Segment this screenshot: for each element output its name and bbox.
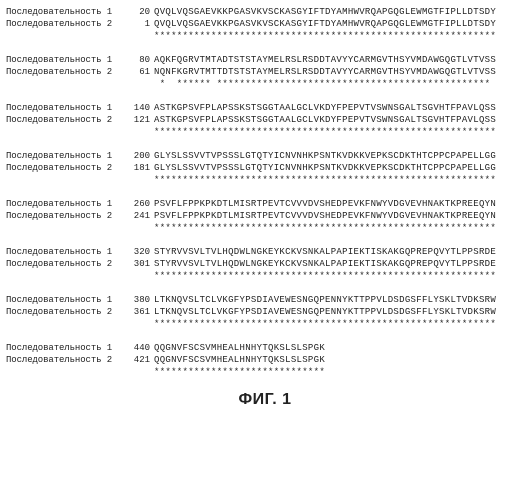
match-markers: ****************************************… bbox=[154, 320, 496, 329]
seq2-residues: LTKNQVSLTCLVKGFYPSDIAVEWESNGQPENNYKTTPPV… bbox=[154, 308, 496, 317]
match-row: ****************************************… bbox=[6, 272, 524, 284]
seq2-position: 421 bbox=[126, 356, 150, 365]
match-markers: ****************************************… bbox=[154, 176, 496, 185]
alignment-block: Последовательность 1320 STYRVVSVLTVLHQDWL… bbox=[6, 248, 524, 284]
alignment-block: Последовательность 1440 QQGNVFSCSVMHEALHN… bbox=[6, 344, 524, 380]
seq1-label: Последовательность 1 bbox=[6, 296, 126, 305]
seq2-label: Последовательность 2 bbox=[6, 20, 126, 29]
seq1-residues: LTKNQVSLTCLVKGFYPSDIAVEWESNGQPENNYKTTPPV… bbox=[154, 296, 496, 305]
seq1-residues: ASTKGPSVFPLAPSSKSTSGGTAALGCLVKDYFPEPVTVS… bbox=[154, 104, 496, 113]
seq2-residues: NQNFKGRVTMTTDTSTSTAYMELRSLRSDDTAVYYCARMG… bbox=[154, 68, 496, 77]
seq1-label: Последовательность 1 bbox=[6, 152, 126, 161]
seq2-label: Последовательность 2 bbox=[6, 212, 126, 221]
match-row: ****************************************… bbox=[6, 176, 524, 188]
seq2-position: 361 bbox=[126, 308, 150, 317]
seq1-position: 320 bbox=[126, 248, 150, 257]
match-markers: ****************************************… bbox=[154, 128, 496, 137]
seq2-residues: QVQLVQSGAEVKKPGASVKVSCKASGYIFTDYAMHWVRQA… bbox=[154, 20, 496, 29]
seq1-residues: STYRVVSVLTVLHQDWLNGKEYKCKVSNKALPAPIEKTIS… bbox=[154, 248, 496, 257]
seq2-position: 61 bbox=[126, 68, 150, 77]
seq2-label: Последовательность 2 bbox=[6, 164, 126, 173]
seq2-label: Последовательность 2 bbox=[6, 356, 126, 365]
match-row: ****************************************… bbox=[6, 320, 524, 332]
seq1-position: 20 bbox=[126, 8, 150, 17]
seq2-position: 241 bbox=[126, 212, 150, 221]
seq1-position: 80 bbox=[126, 56, 150, 65]
seq2-residues: STYRVVSVLTVLHQDWLNGKEYKCKVSNKALPAPIEKTIS… bbox=[154, 260, 496, 269]
match-markers: ****************************************… bbox=[154, 272, 496, 281]
match-markers: ****************************************… bbox=[154, 32, 496, 41]
seq1-label: Последовательность 1 bbox=[6, 200, 126, 209]
seq1-label: Последовательность 1 bbox=[6, 248, 126, 257]
seq2-position: 1 bbox=[126, 20, 150, 29]
seq1-position: 260 bbox=[126, 200, 150, 209]
seq2-residues: ASTKGPSVFPLAPSSKSTSGGTAALGCLVKDYFPEPVTVS… bbox=[154, 116, 496, 125]
seq2-position: 121 bbox=[126, 116, 150, 125]
alignment-block: Последовательность 1260 PSVFLFPPKPKDTLMIS… bbox=[6, 200, 524, 236]
seq2-residues: PSVFLFPPKPKDTLMISRTPEVTCVVVDVSHEDPEVKFNW… bbox=[154, 212, 496, 221]
seq2-residues: QQGNVFSCSVMHEALHNHYTQKSLSLSPGK bbox=[154, 356, 325, 365]
alignment-block: Последовательность 1140 ASTKGPSVFPLAPSSKS… bbox=[6, 104, 524, 140]
seq1-label: Последовательность 1 bbox=[6, 104, 126, 113]
match-row: * ****** *******************************… bbox=[6, 80, 524, 92]
match-markers: ****************************** bbox=[154, 368, 325, 377]
sequence-alignment: Последовательность 120QVQLVQSGAEVKKPGASV… bbox=[6, 8, 524, 380]
seq2-label: Последовательность 2 bbox=[6, 308, 126, 317]
seq1-position: 440 bbox=[126, 344, 150, 353]
seq1-residues: PSVFLFPPKPKDTLMISRTPEVTCVVVDVSHEDPEVKFNW… bbox=[154, 200, 496, 209]
match-markers: * ****** *******************************… bbox=[154, 80, 490, 89]
seq1-label: Последовательность 1 bbox=[6, 8, 126, 17]
seq1-residues: QVQLVQSGAEVKKPGASVKVSCKASGYIFTDYAMHWVRQA… bbox=[154, 8, 496, 17]
seq1-residues: GLYSLSSVVTVPSSSLGTQTYICNVNHKPSNTKVDKKVEP… bbox=[154, 152, 496, 161]
match-row: ****************************** bbox=[6, 368, 524, 380]
match-row: ****************************************… bbox=[6, 224, 524, 236]
seq1-position: 200 bbox=[126, 152, 150, 161]
seq2-position: 181 bbox=[126, 164, 150, 173]
match-row: ****************************************… bbox=[6, 32, 524, 44]
match-markers: ****************************************… bbox=[154, 224, 496, 233]
seq1-label: Последовательность 1 bbox=[6, 344, 126, 353]
alignment-block: Последовательность 180 AQKFQGRVTMTADTSTST… bbox=[6, 56, 524, 92]
match-row: ****************************************… bbox=[6, 128, 524, 140]
seq2-residues: GLYSLSSVVTVPSSSLGTQTYICNVNHKPSNTKVDKKVEP… bbox=[154, 164, 496, 173]
seq2-position: 301 bbox=[126, 260, 150, 269]
alignment-block: Последовательность 1200 GLYSLSSVVTVPSSSLG… bbox=[6, 152, 524, 188]
seq1-residues: AQKFQGRVTMTADTSTSTAYMELRSLRSDDTAVYYCARMG… bbox=[154, 56, 496, 65]
seq1-residues: QQGNVFSCSVMHEALHNHYTQKSLSLSPGK bbox=[154, 344, 325, 353]
alignment-block: Последовательность 1380 LTKNQVSLTCLVKGFYP… bbox=[6, 296, 524, 332]
seq2-label: Последовательность 2 bbox=[6, 68, 126, 77]
seq1-label: Последовательность 1 bbox=[6, 56, 126, 65]
seq1-position: 380 bbox=[126, 296, 150, 305]
seq1-position: 140 bbox=[126, 104, 150, 113]
seq2-label: Последовательность 2 bbox=[6, 116, 126, 125]
figure-caption: ФИГ. 1 bbox=[6, 392, 524, 408]
alignment-block: Последовательность 120 QVQLVQSGAEVKKPGASV… bbox=[6, 8, 524, 44]
seq2-label: Последовательность 2 bbox=[6, 260, 126, 269]
